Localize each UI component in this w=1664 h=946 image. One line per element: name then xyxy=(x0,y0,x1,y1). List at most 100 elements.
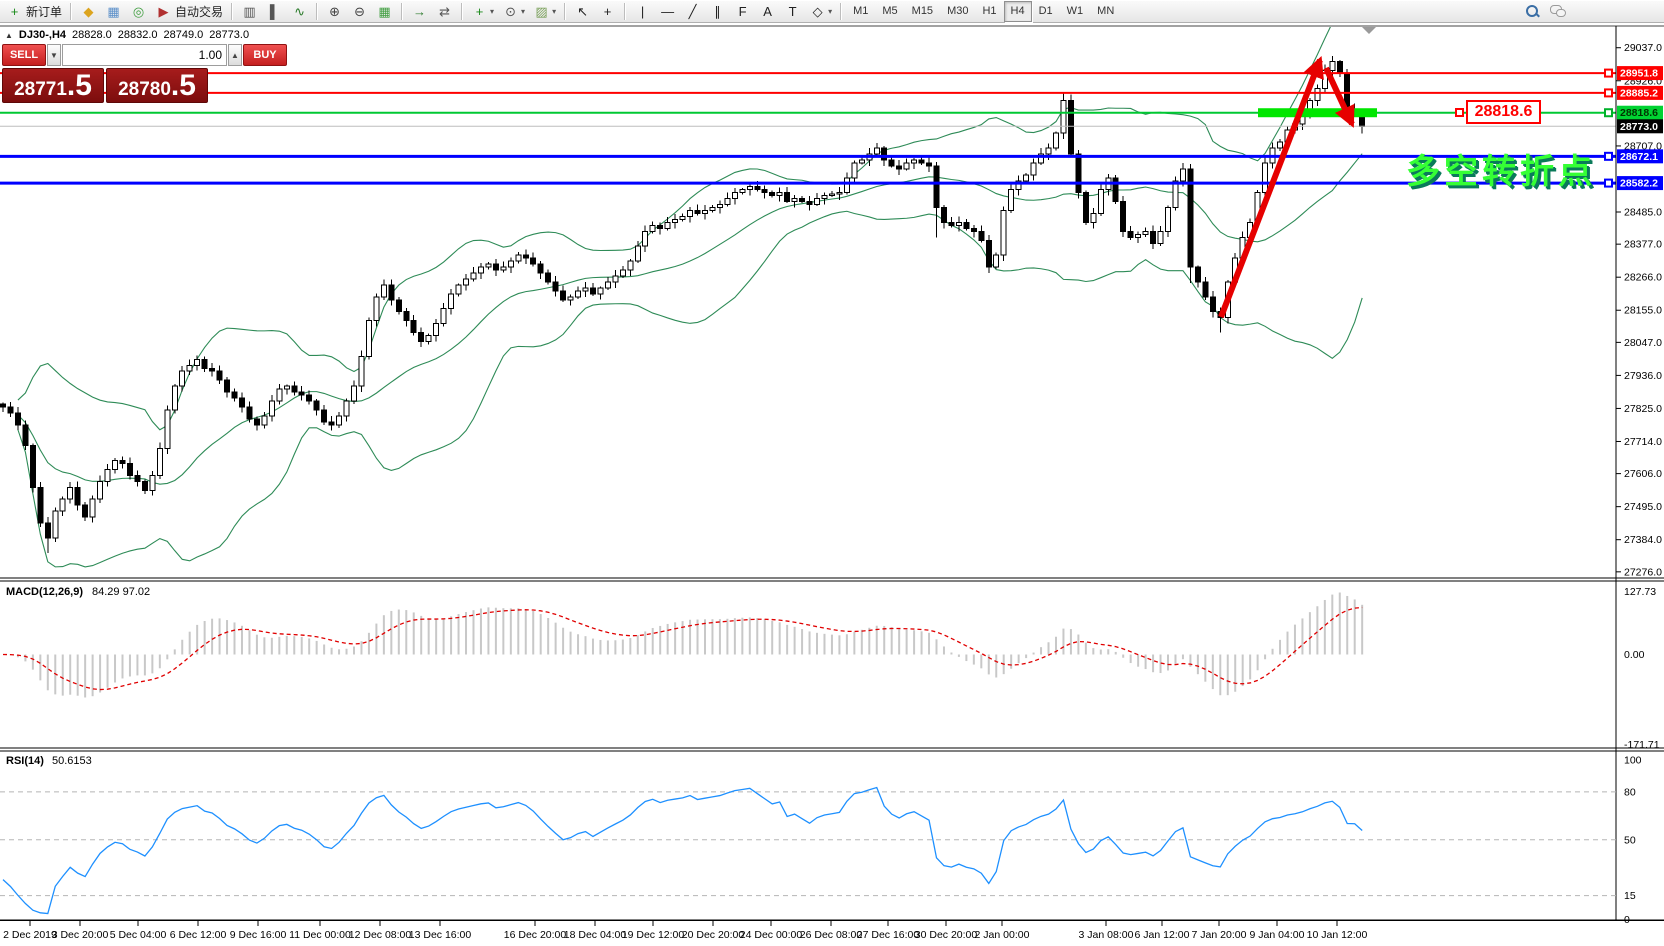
volume-input[interactable] xyxy=(62,44,227,66)
sell-price-main: 28771 xyxy=(14,79,67,100)
toolbar-separator xyxy=(401,2,404,20)
cursor-icon[interactable] xyxy=(570,1,595,22)
svg-text:3 Dec 20:00: 3 Dec 20:00 xyxy=(52,929,109,941)
svg-text:-171.71: -171.71 xyxy=(1624,739,1660,751)
timeframe-h1-button[interactable]: H1 xyxy=(982,4,997,17)
svg-text:30 Dec 20:00: 30 Dec 20:00 xyxy=(915,929,978,941)
svg-text:100: 100 xyxy=(1624,755,1642,767)
price-level-label: 28818.6 xyxy=(1466,100,1541,124)
templates-button[interactable]: ▾ xyxy=(529,1,560,22)
svg-text:28672.1: 28672.1 xyxy=(1620,151,1658,163)
timeframe-m15-button[interactable]: M15 xyxy=(911,4,934,17)
chart-header: ▲ DJ30-,H4 28828.0 28832.0 28749.0 28773… xyxy=(5,29,249,41)
tile-windows-icon xyxy=(376,3,393,20)
fibonacci-icon[interactable] xyxy=(730,1,755,22)
candlestick-chart-icon xyxy=(266,3,283,20)
collapse-triangle-icon[interactable]: ▲ xyxy=(5,30,13,40)
svg-text:28155.0: 28155.0 xyxy=(1624,305,1662,317)
arrows-icon-dropdown-icon[interactable]: ▾ xyxy=(828,6,833,16)
timeframe-m30-button[interactable]: M30 xyxy=(947,4,969,17)
buy-price-button[interactable]: 28780.5 xyxy=(106,68,208,103)
svg-text:6 Jan 12:00: 6 Jan 12:00 xyxy=(1135,929,1190,941)
line-chart-icon[interactable] xyxy=(287,1,312,22)
data-center-icon xyxy=(130,3,147,20)
svg-text:18 Dec 04:00: 18 Dec 04:00 xyxy=(564,929,627,941)
zoom-in-icon xyxy=(326,3,343,20)
svg-text:6 Dec 12:00: 6 Dec 12:00 xyxy=(170,929,227,941)
market-watch-icon[interactable] xyxy=(76,1,101,22)
horizontal-line-icon[interactable] xyxy=(655,1,680,22)
svg-text:27276.0: 27276.0 xyxy=(1624,566,1662,578)
one-click-trading-panel: SELL ▼ ▲ BUY 28771.5 28780.5 xyxy=(2,44,287,103)
svg-text:11 Dec 00:00: 11 Dec 00:00 xyxy=(289,929,351,941)
svg-text:27936.0: 27936.0 xyxy=(1624,370,1662,382)
crosshair-icon[interactable] xyxy=(595,1,620,22)
svg-text:13 Dec 16:00: 13 Dec 16:00 xyxy=(409,929,472,941)
timeframe-h4-button[interactable]: H4 xyxy=(1003,0,1032,22)
trend-arrows xyxy=(1218,55,1355,319)
timeframe-d1-button[interactable]: D1 xyxy=(1038,4,1053,17)
svg-text:0: 0 xyxy=(1624,914,1630,926)
text-icon[interactable] xyxy=(755,1,780,22)
ohlc-open: 28828.0 xyxy=(72,29,112,41)
svg-text:27825.0: 27825.0 xyxy=(1624,403,1662,415)
crosshair-icon xyxy=(599,3,616,20)
vertical-line-icon[interactable] xyxy=(630,1,655,22)
new-order-icon xyxy=(6,3,23,20)
buy-button[interactable]: BUY xyxy=(243,44,287,66)
volume-up-button[interactable]: ▲ xyxy=(228,44,242,66)
ohlc-close: 28773.0 xyxy=(209,29,250,41)
buy-price-main: 28780 xyxy=(118,79,171,100)
ohlc-low: 28749.0 xyxy=(163,29,204,41)
svg-text:15: 15 xyxy=(1624,890,1636,902)
timeframe-m1-button[interactable]: M1 xyxy=(853,4,869,17)
autotrading-button-label: 自动交易 xyxy=(175,4,224,19)
templates-button-dropdown-icon[interactable]: ▾ xyxy=(552,6,557,16)
svg-text:28485.0: 28485.0 xyxy=(1624,207,1662,219)
candles xyxy=(0,55,1366,553)
svg-text:28266.0: 28266.0 xyxy=(1624,272,1662,284)
svg-text:27 Dec 16:00: 27 Dec 16:00 xyxy=(857,929,920,941)
trendline-icon[interactable] xyxy=(680,1,705,22)
sell-price-button[interactable]: 28771.5 xyxy=(2,68,104,103)
chart-shift-icon[interactable] xyxy=(432,1,457,22)
autotrading-button[interactable]: 自动交易 xyxy=(151,1,227,22)
templates-icon xyxy=(533,3,550,20)
periods-button-dropdown-icon[interactable]: ▾ xyxy=(521,6,526,16)
svg-text:28885.2: 28885.2 xyxy=(1620,87,1658,99)
timeframe-mn-button[interactable]: MN xyxy=(1097,4,1115,17)
search-icon[interactable] xyxy=(1525,4,1540,19)
zoom-in-button[interactable] xyxy=(322,1,347,22)
svg-text:127.73: 127.73 xyxy=(1624,586,1656,598)
channel-icon[interactable] xyxy=(705,1,730,22)
label-icon[interactable] xyxy=(780,1,805,22)
new-order-button[interactable]: 新订单 xyxy=(2,1,66,22)
tile-windows-icon[interactable] xyxy=(372,1,397,22)
data-center-icon[interactable] xyxy=(126,1,151,22)
volume-down-button[interactable]: ▼ xyxy=(47,44,61,66)
timeframe-w1-button[interactable]: W1 xyxy=(1066,4,1084,17)
chart-shift-icon xyxy=(436,3,453,20)
indicators-button[interactable]: ▾ xyxy=(467,1,498,22)
svg-text:28047.0: 28047.0 xyxy=(1624,337,1662,349)
bar-chart-icon[interactable] xyxy=(237,1,262,22)
svg-text:84.29 97.02: 84.29 97.02 xyxy=(92,586,150,598)
svg-text:26 Dec 08:00: 26 Dec 08:00 xyxy=(800,929,863,941)
svg-text:16 Dec 20:00: 16 Dec 20:00 xyxy=(504,929,567,941)
chat-icon[interactable] xyxy=(1550,5,1566,17)
auto-scroll-icon[interactable] xyxy=(407,1,432,22)
svg-text:27606.0: 27606.0 xyxy=(1624,468,1662,480)
periods-button[interactable]: ▾ xyxy=(498,1,529,22)
arrows-icon[interactable]: ▾ xyxy=(805,1,836,22)
price-axis: 29037.028926.028707.028485.028377.028266… xyxy=(1604,42,1663,578)
navigator-icon[interactable] xyxy=(101,1,126,22)
svg-text:29037.0: 29037.0 xyxy=(1624,42,1662,54)
sell-button[interactable]: SELL xyxy=(2,44,46,66)
zoom-out-button[interactable] xyxy=(347,1,372,22)
toolbar-separator xyxy=(564,2,567,20)
candlestick-chart-icon[interactable] xyxy=(262,1,287,22)
zoom-out-icon xyxy=(351,3,368,20)
indicators-button-dropdown-icon[interactable]: ▾ xyxy=(490,6,495,16)
timeframe-m5-button[interactable]: M5 xyxy=(882,4,898,17)
